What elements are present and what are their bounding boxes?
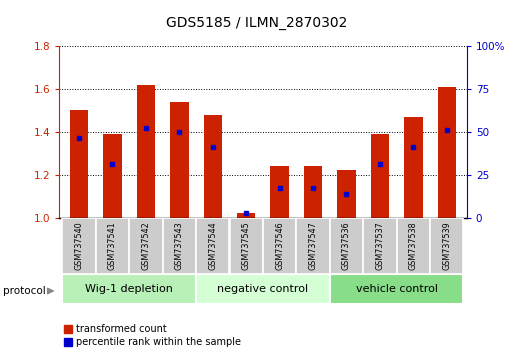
Bar [430, 218, 463, 274]
Bar [330, 274, 463, 304]
Legend: transformed count, percentile rank within the sample: transformed count, percentile rank withi… [64, 325, 241, 347]
Bar [304, 166, 322, 218]
Text: vehicle control: vehicle control [356, 284, 438, 295]
Bar [129, 218, 163, 274]
Bar [196, 274, 330, 304]
Bar [103, 134, 122, 218]
Bar [371, 134, 389, 218]
Bar [337, 171, 356, 218]
Bar [270, 166, 289, 218]
Text: GSM737547: GSM737547 [308, 222, 318, 270]
Text: GSM737537: GSM737537 [376, 222, 384, 270]
Text: GSM737536: GSM737536 [342, 222, 351, 270]
Bar [404, 117, 423, 218]
Bar [204, 115, 222, 218]
Text: GSM737546: GSM737546 [275, 222, 284, 270]
Bar [438, 87, 456, 218]
Bar [397, 218, 430, 274]
Text: negative control: negative control [218, 284, 308, 295]
Text: GSM737543: GSM737543 [175, 222, 184, 270]
Bar [63, 274, 196, 304]
Bar [170, 102, 189, 218]
Text: GSM737542: GSM737542 [142, 222, 150, 270]
Text: GSM737539: GSM737539 [442, 222, 451, 270]
Bar [363, 218, 397, 274]
Bar [230, 218, 263, 274]
Bar [196, 218, 229, 274]
Text: GDS5185 / ILMN_2870302: GDS5185 / ILMN_2870302 [166, 16, 347, 30]
Text: GSM737545: GSM737545 [242, 222, 251, 270]
Bar [137, 85, 155, 218]
Text: GSM737540: GSM737540 [74, 222, 84, 270]
Bar [63, 218, 95, 274]
Bar [297, 218, 330, 274]
Bar [330, 218, 363, 274]
Bar [237, 213, 255, 218]
Text: GSM737544: GSM737544 [208, 222, 218, 270]
Bar [96, 218, 129, 274]
Bar [263, 218, 296, 274]
Text: GSM737541: GSM737541 [108, 222, 117, 270]
Text: protocol: protocol [3, 286, 45, 296]
Bar [163, 218, 196, 274]
Text: Wig-1 depletion: Wig-1 depletion [85, 284, 173, 295]
Text: GSM737538: GSM737538 [409, 222, 418, 270]
Bar [70, 110, 88, 218]
